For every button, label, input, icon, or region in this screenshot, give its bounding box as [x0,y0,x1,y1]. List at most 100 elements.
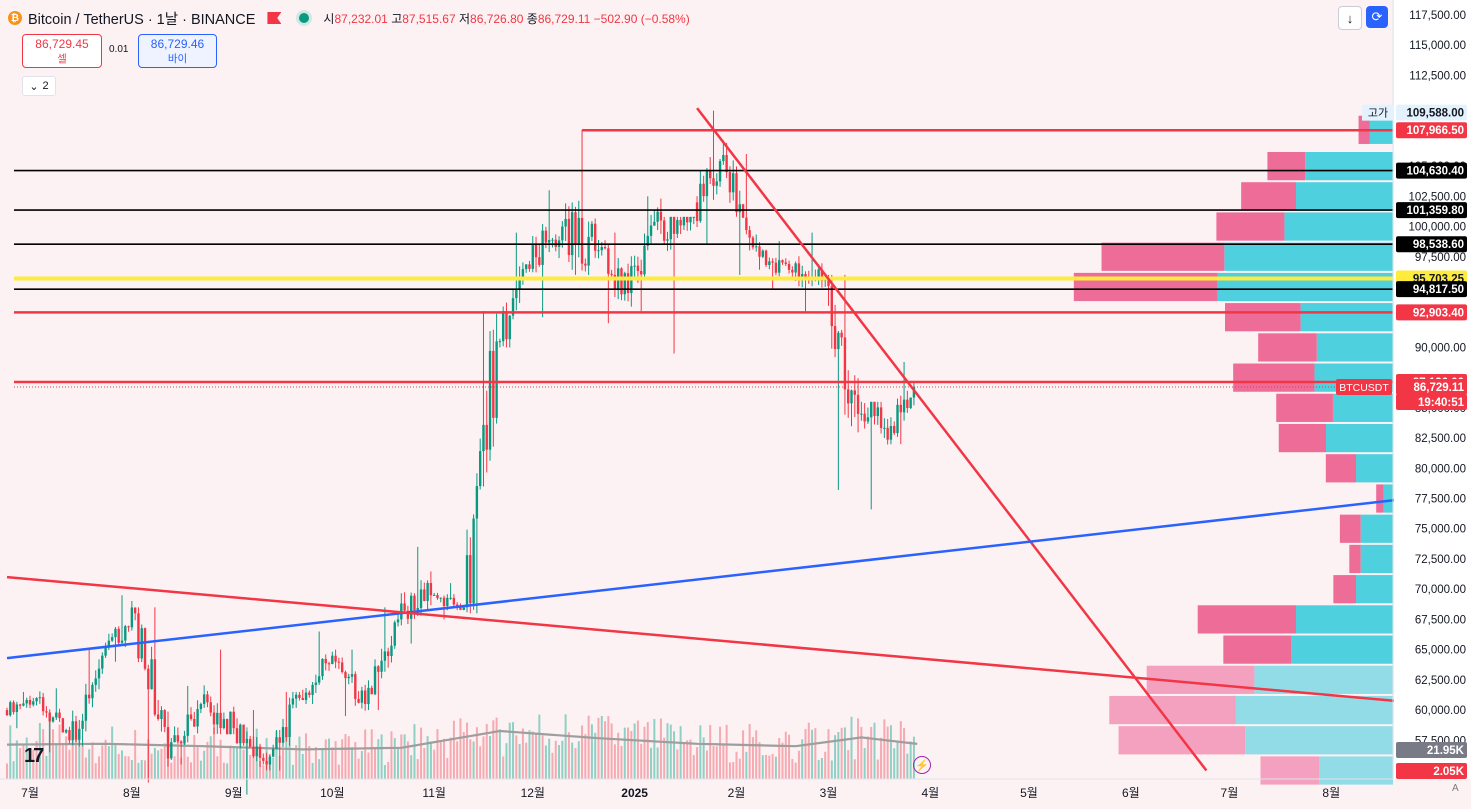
volume-bar [548,738,551,779]
volume-bar [262,765,265,779]
candle-body [170,742,173,759]
volume-bar [390,731,393,779]
indicators-toggle[interactable]: ⌄ 2 [22,76,56,96]
vp-up-bar [1300,303,1393,332]
trendline[interactable] [696,107,1208,772]
refresh-icon[interactable]: ⟳ [1366,6,1388,28]
candle-body [837,332,840,350]
volume-bar [627,727,630,779]
candle-body [446,597,449,607]
time-tick-label: 4월 [922,786,940,800]
trendline[interactable] [6,494,1430,660]
volume-bar [679,726,682,779]
candle-body [107,640,111,646]
candle-body [774,262,778,273]
candle-body [311,684,314,695]
lightning-icon[interactable]: ⚡ [913,756,931,774]
price-tag [1396,202,1467,219]
horizontal-levels[interactable] [14,128,1393,388]
volume-bar [344,734,347,779]
vp-up-bar [1295,182,1393,211]
vp-up-bar [1356,575,1393,604]
flag-icon[interactable] [267,12,282,24]
volume-bar [236,746,239,779]
candle-body [600,246,603,251]
candle-body [186,714,189,736]
volume-bar [617,732,620,779]
volume-bar [909,741,912,779]
volume-bar [728,762,731,779]
high-tag [1362,104,1394,121]
volume-bar [564,714,567,779]
volume-bar [61,745,64,779]
candle-body [735,173,738,213]
candle-body [587,236,590,266]
candle-body [150,659,153,690]
volume-bar [781,742,784,779]
tradingview-logo[interactable]: 17 [24,745,44,767]
volume-bar [321,749,324,779]
volume-bar [331,747,334,779]
candle-body [271,748,275,757]
candle-body [728,172,732,193]
volume-bar [889,725,892,779]
sell-button[interactable]: 86,729.45 셀 [22,34,102,68]
candle-body [71,721,74,741]
candle-body [646,235,649,246]
chevron-down-icon: ⌄ [29,80,39,93]
candle-body [219,712,222,728]
volume-bar [360,750,363,779]
candle-body [541,230,544,265]
volume-bar [722,743,725,779]
candle-body [899,404,902,413]
candle-body [488,350,492,450]
volume-bar [121,750,124,779]
volume-bar [571,742,574,779]
volume-bar [222,762,225,779]
candle-body [61,718,65,733]
trendlines[interactable] [6,107,1430,772]
volume-bar [903,728,906,779]
time-axis[interactable]: 7월 8월 9월 10월 11월 12월 2025 2월 3월 4월 5월 6월 7월 8월 [21,786,1340,800]
volume-bar [738,758,741,779]
trendline[interactable] [6,575,1430,706]
candle-body [12,702,15,713]
buy-button[interactable]: 86,729.46 바이 [138,34,217,68]
price-tag [1396,122,1467,139]
volume-bar [788,734,791,779]
symbol-title[interactable]: Bitcoin / TetherUS · 1날 · BINANCE [28,11,256,28]
volume-bar [341,739,344,779]
volume-bar [288,737,291,779]
volume-bar [282,749,285,779]
volume-bar [436,729,439,779]
volume-bar [35,740,38,779]
volume-bar [650,747,653,779]
arrow-down-icon[interactable]: ↓ [1338,6,1362,30]
volume-bar [715,746,718,779]
candle-body [248,738,252,747]
volume-bar [778,738,781,779]
volume-bar [784,731,787,779]
volume-bar [666,723,669,779]
volume-bar [830,760,833,779]
vp-up-bar [1360,514,1393,543]
time-tick-label: 6월 [1122,786,1140,800]
candle-body [245,738,249,744]
volume-bar [393,738,396,779]
volume-bar [380,734,383,779]
candle-body [156,714,160,720]
candle-body [9,702,12,716]
candle-body [429,582,433,596]
price-tick-label: 70,000.00 [1415,584,1466,596]
candle-body [623,273,626,295]
price-tick-label: 75,000.00 [1415,524,1466,536]
candle-body [485,424,488,450]
candle-body [288,704,291,738]
auto-scale-toggle[interactable]: A [1452,783,1459,794]
candle-body [515,289,518,299]
candle-body [298,694,301,698]
vp-down-bar [1276,393,1333,422]
volume-bar [755,730,758,779]
candle-body [58,712,61,719]
